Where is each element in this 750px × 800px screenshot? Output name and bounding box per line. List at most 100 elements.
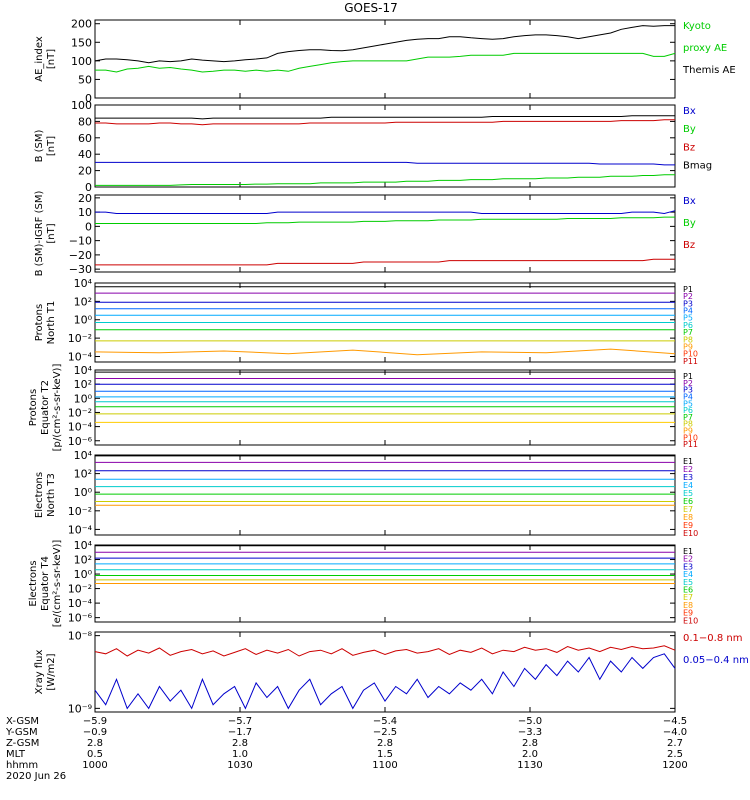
panel-ylabel: North T1 bbox=[46, 301, 57, 345]
panel-ylabel: Electrons bbox=[34, 472, 45, 518]
legend-label: Kyoto bbox=[683, 21, 711, 32]
legend-label: proxy AE bbox=[683, 43, 727, 54]
legend-label: 0.05−0.4 nm bbox=[683, 655, 749, 666]
ytick-label: 10 bbox=[78, 206, 92, 219]
legend-label: P1 bbox=[683, 372, 693, 381]
ytick-label: 40 bbox=[78, 148, 92, 161]
legend-label: E2 bbox=[683, 465, 693, 474]
footer-value: 1000 bbox=[82, 760, 107, 771]
panel-frame bbox=[94, 369, 676, 446]
footer-value: 2.8 bbox=[522, 738, 538, 749]
ytick-label: 150 bbox=[71, 36, 92, 49]
ytick-label: 10⁴ bbox=[74, 364, 93, 377]
footer-row-label: MLT bbox=[6, 749, 26, 760]
panel-et3: 10⁻⁴ 10⁻² 10⁰ 10² 10⁴ Electrons North T3 E1E2E3… bbox=[34, 449, 698, 538]
series-by bbox=[95, 216, 675, 224]
legend-label: P3 bbox=[683, 386, 693, 395]
footer-value: −5.0 bbox=[518, 716, 542, 727]
ytick-label: 200 bbox=[71, 18, 92, 31]
panel-ylabel: Protons bbox=[28, 389, 39, 426]
legend-label: E9 bbox=[683, 609, 693, 618]
legend-label: Themis AE bbox=[682, 65, 736, 76]
legend-label: E7 bbox=[683, 505, 693, 514]
panel-ylabel: [nT] bbox=[46, 223, 57, 243]
ytick-label: 10⁻⁴ bbox=[68, 421, 93, 434]
legend-label: E5 bbox=[683, 489, 693, 498]
legend-label: P9 bbox=[683, 427, 693, 436]
legend-label: P2 bbox=[683, 379, 693, 388]
legend-label: P10 bbox=[683, 433, 698, 442]
footer-value: −5.4 bbox=[373, 716, 397, 727]
panel-ylabel: [nT] bbox=[46, 49, 57, 69]
legend-label: E1 bbox=[683, 457, 693, 466]
legend-label: P6 bbox=[683, 321, 693, 330]
panel-ae: 0 50 100 150 200 AE_index [nT] Kyoto proxy AE The… bbox=[34, 18, 736, 105]
legend-label: E8 bbox=[683, 601, 693, 610]
footer-row-label: 2020 Jun 26 bbox=[6, 771, 66, 782]
ytick-label: 10² bbox=[74, 295, 92, 308]
ytick-label: 50 bbox=[78, 73, 92, 86]
panel-ylabel: B (SM)-IGRF (SM) bbox=[34, 191, 45, 277]
panel-ylabel: Equator T2 bbox=[40, 380, 51, 435]
ytick-label: 10⁻⁶ bbox=[68, 612, 93, 625]
panel-ylabel: [nT] bbox=[46, 136, 57, 156]
footer-value: 0.5 bbox=[87, 749, 103, 760]
panel-ylabel: Xray flux bbox=[34, 650, 45, 695]
legend-label: P11 bbox=[683, 357, 698, 366]
panel-ylabel: AE_index bbox=[34, 36, 45, 82]
footer-value: −4.5 bbox=[663, 716, 687, 727]
panel-ylabel: [e/(cm²-s-sr-keV)] bbox=[52, 540, 63, 628]
legend-label: P4 bbox=[683, 392, 693, 401]
legend-label: E1 bbox=[683, 547, 693, 556]
ytick-label: 20 bbox=[78, 192, 92, 205]
ytick-label: 0 bbox=[85, 220, 92, 233]
panel-frame bbox=[94, 631, 676, 713]
legend-label: Bx bbox=[683, 196, 696, 207]
legend-label: P11 bbox=[683, 440, 698, 449]
ytick-label: −10 bbox=[69, 235, 92, 248]
footer-value: 2.7 bbox=[667, 738, 683, 749]
plot-title: GOES-17 bbox=[344, 1, 398, 15]
ytick-label: 10⁴ bbox=[74, 277, 93, 290]
ytick-label: 10⁰ bbox=[74, 392, 93, 405]
footer-value: 1030 bbox=[227, 760, 252, 771]
footer-row-label: hhmm bbox=[6, 760, 38, 771]
ytick-label: 10⁰ bbox=[74, 568, 93, 581]
legend-label: E2 bbox=[683, 555, 693, 564]
legend-label: P1 bbox=[683, 285, 693, 294]
footer-value: 2.8 bbox=[87, 738, 103, 749]
footer-row-label: X-GSM bbox=[6, 716, 39, 727]
series-bx bbox=[95, 210, 676, 215]
series-kyoto-proxy-ae bbox=[95, 52, 676, 73]
legend-label: P7 bbox=[683, 328, 693, 337]
ytick-label: 10⁻⁸ bbox=[68, 630, 93, 643]
ytick-label: 100 bbox=[71, 55, 92, 68]
legend-label: E4 bbox=[683, 570, 693, 579]
series-bmag bbox=[95, 115, 675, 120]
footer-value: −3.3 bbox=[518, 727, 542, 738]
legend-label: Bmag bbox=[683, 161, 712, 172]
legend-label: P8 bbox=[683, 420, 693, 429]
footer-value: 1.0 bbox=[232, 749, 248, 760]
series-bx bbox=[95, 161, 675, 166]
legend-label: By bbox=[683, 124, 696, 135]
legend-label: Bx bbox=[683, 106, 696, 117]
panel-ylabel: [p/(cm²-s-sr-keV)] bbox=[52, 364, 63, 452]
series-by bbox=[95, 174, 675, 186]
series-0-1-0-8-nm bbox=[94, 645, 676, 657]
legend-label: P6 bbox=[683, 406, 693, 415]
footer-value: 2.0 bbox=[522, 749, 538, 760]
footer-value: −4.0 bbox=[663, 727, 687, 738]
ytick-label: 10⁻² bbox=[68, 332, 92, 345]
footer-value: −5.9 bbox=[83, 716, 107, 727]
footer-value: 2.5 bbox=[667, 749, 683, 760]
legend-label: E5 bbox=[683, 578, 693, 587]
footer-row-label: Z-GSM bbox=[6, 738, 39, 749]
ytick-label: 20 bbox=[78, 165, 92, 178]
legend-label: E9 bbox=[683, 521, 693, 530]
ytick-label: 10⁻² bbox=[68, 406, 92, 419]
